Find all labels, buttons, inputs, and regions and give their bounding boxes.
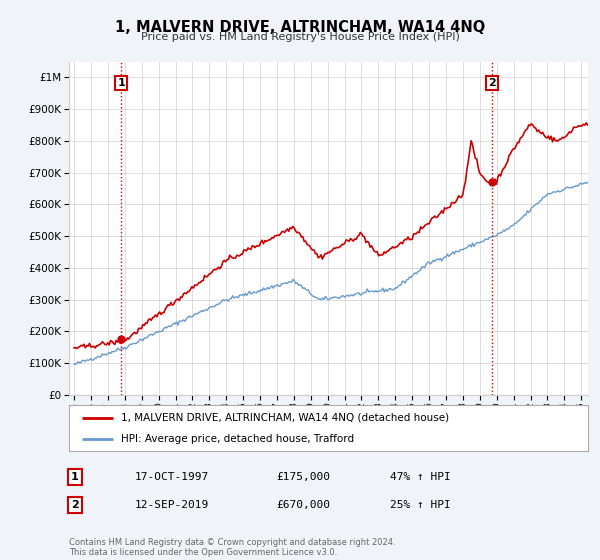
Text: 12-SEP-2019: 12-SEP-2019: [135, 500, 209, 510]
Text: 1: 1: [118, 78, 125, 88]
Text: 17-OCT-1997: 17-OCT-1997: [135, 472, 209, 482]
Text: 25% ↑ HPI: 25% ↑ HPI: [390, 500, 451, 510]
Text: 2: 2: [71, 500, 79, 510]
Text: £175,000: £175,000: [276, 472, 330, 482]
Text: 1, MALVERN DRIVE, ALTRINCHAM, WA14 4NQ (detached house): 1, MALVERN DRIVE, ALTRINCHAM, WA14 4NQ (…: [121, 413, 449, 423]
Text: £670,000: £670,000: [276, 500, 330, 510]
Text: 1, MALVERN DRIVE, ALTRINCHAM, WA14 4NQ: 1, MALVERN DRIVE, ALTRINCHAM, WA14 4NQ: [115, 20, 485, 35]
Text: Price paid vs. HM Land Registry's House Price Index (HPI): Price paid vs. HM Land Registry's House …: [140, 32, 460, 43]
Text: 2: 2: [488, 78, 496, 88]
Text: Contains HM Land Registry data © Crown copyright and database right 2024.
This d: Contains HM Land Registry data © Crown c…: [69, 538, 395, 557]
Text: HPI: Average price, detached house, Trafford: HPI: Average price, detached house, Traf…: [121, 435, 354, 444]
Text: 1: 1: [71, 472, 79, 482]
Text: 47% ↑ HPI: 47% ↑ HPI: [390, 472, 451, 482]
